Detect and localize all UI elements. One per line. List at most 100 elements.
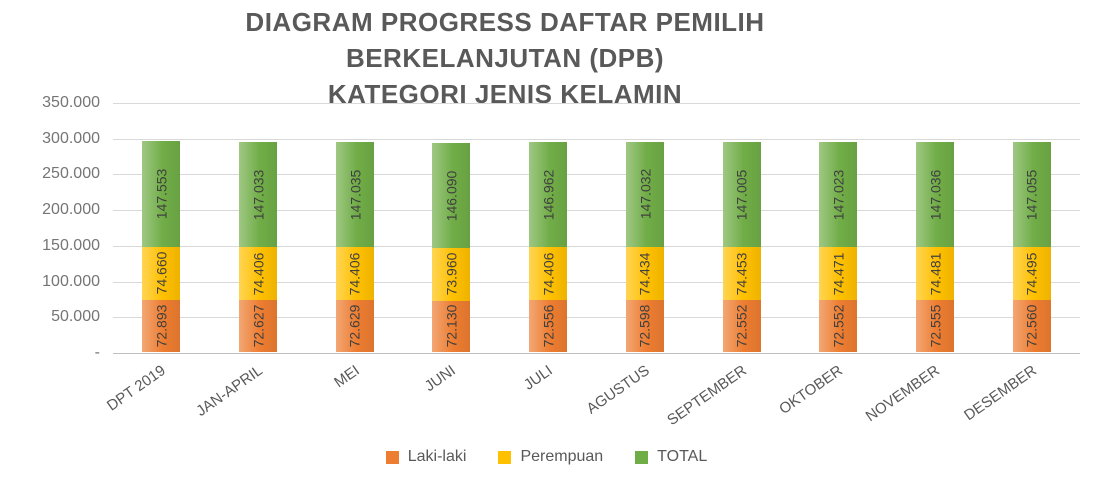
bar-value-label: 73.960 (443, 252, 460, 296)
bar-value-label: 147.553 (153, 168, 170, 220)
chart-title-line-1: DIAGRAM PROGRESS DAFTAR PEMILIH (245, 7, 765, 37)
bar-value-label: 74.471 (830, 252, 847, 296)
y-axis-tick-label: 300.000 (42, 129, 100, 147)
bar-segment-laki-laki: 72.556 (529, 300, 568, 352)
chart-title-line-3: KATEGORI JENIS KELAMIN (327, 79, 683, 109)
bar-segment-perempuan: 73.960 (432, 247, 471, 301)
bar-segment-perempuan: 74.406 (239, 247, 278, 301)
bar-value-label: 72.893 (153, 304, 170, 348)
bar-mei: 72.629 74.406 147.035 (335, 142, 374, 352)
bar-value-label: 72.598 (636, 304, 653, 348)
bar-segment-laki-laki: 72.552 (722, 300, 761, 352)
legend-swatch (498, 450, 512, 464)
legend: Laki-laki Perempuan TOTAL (0, 448, 1093, 466)
bar-juni: 72.130 73.960 146.090 (432, 143, 471, 352)
legend-label: Perempuan (520, 448, 604, 465)
y-axis-tick-label: 250.000 (42, 165, 100, 183)
bar-value-label: 147.023 (830, 169, 847, 220)
bar-value-label: 74.406 (250, 252, 267, 295)
bar-segment-laki-laki: 72.598 (625, 300, 664, 352)
bar-segment-perempuan: 74.481 (916, 247, 954, 301)
bar-segment-perempuan: 74.660 (142, 246, 181, 300)
chart-title: DIAGRAM PROGRESS DAFTAR PEMILIH BERKELAN… (0, 4, 1010, 112)
bar-segment-total: 147.032 (625, 141, 664, 247)
bar-value-label: 146.090 (443, 170, 460, 221)
legend-label: TOTAL (657, 448, 708, 465)
bar-value-label: 72.552 (733, 304, 750, 348)
gridline (113, 353, 1080, 354)
gridline (113, 281, 1080, 283)
bar-segment-laki-laki: 72.560 (1012, 300, 1051, 352)
y-axis-tick-label: 100.000 (42, 272, 100, 290)
bar-value-label: 74.481 (927, 252, 944, 296)
bar-segment-total: 147.553 (142, 141, 181, 247)
bar-value-label: 146.962 (540, 169, 557, 220)
legend-label: Laki-laki (407, 448, 467, 465)
bar-agustus: 72.598 74.434 147.032 (625, 141, 664, 352)
gridline (113, 103, 1080, 104)
bar-segment-perempuan: 74.406 (529, 247, 568, 301)
bar-segment-total: 146.962 (529, 142, 568, 248)
bar-value-label: 74.434 (636, 252, 653, 295)
bar-value-label: 72.560 (1023, 304, 1040, 348)
bar-value-label: 72.629 (346, 304, 363, 348)
legend-swatch (385, 450, 399, 464)
bar-segment-total: 147.055 (1012, 142, 1051, 248)
bar-value-label: 147.005 (733, 169, 750, 220)
legend-swatch (635, 450, 649, 464)
bar-segment-total: 147.005 (722, 142, 761, 248)
bar-jan-april: 72.627 74.406 147.033 (239, 142, 278, 352)
plot-area: 72.893 74.660 147.553 72.627 74.406 147.033 72… (113, 103, 1080, 354)
gridline (113, 210, 1080, 212)
y-axis-tick-label: 350.000 (42, 94, 100, 111)
y-axis-tick-label: 50.000 (51, 308, 100, 326)
bar-value-label: 147.032 (636, 169, 653, 220)
y-axis-tick-label: - (94, 344, 100, 361)
gridline (113, 174, 1080, 176)
bar-segment-perempuan: 74.453 (722, 247, 761, 301)
bar-value-label: 72.627 (250, 304, 267, 348)
legend-item: Perempuan (498, 448, 603, 466)
bar-value-label: 147.033 (250, 169, 267, 220)
bar-segment-laki-laki: 72.130 (432, 300, 471, 352)
bar-value-label: 147.036 (927, 169, 944, 220)
y-axis-tick-label: 150.000 (42, 236, 100, 254)
bar-segment-laki-laki: 72.893 (142, 299, 181, 352)
bar-dpt-2019: 72.893 74.660 147.553 (142, 141, 181, 352)
legend-item: Laki-laki (385, 448, 467, 466)
bar-value-label: 74.453 (733, 252, 750, 296)
bar-segment-laki-laki: 72.555 (916, 300, 954, 352)
bar-segment-total: 146.090 (432, 143, 471, 248)
gridline (113, 317, 1080, 319)
bar-segment-total: 147.023 (819, 142, 858, 248)
legend-item: TOTAL (635, 448, 707, 466)
bar-segment-laki-laki: 72.552 (819, 300, 858, 352)
bar-value-label: 74.406 (540, 252, 557, 296)
bar-september: 72.552 74.453 147.005 (722, 142, 761, 352)
bar-value-label: 72.555 (927, 304, 944, 348)
bar-segment-laki-laki: 72.629 (335, 300, 374, 352)
bar-oktober: 72.552 74.471 147.023 (819, 142, 858, 352)
gridline (113, 138, 1080, 140)
bar-value-label: 147.055 (1023, 169, 1040, 220)
bar-value-label: 72.552 (830, 304, 847, 348)
y-axis-tick-label: 200.000 (42, 201, 100, 219)
bar-value-label: 74.660 (153, 251, 170, 295)
bar-juli: 72.556 74.406 146.962 (529, 142, 568, 352)
chart-title-line-2: BERKELANJUTAN (DPB) (345, 43, 665, 73)
bar-value-label: 72.556 (540, 304, 557, 348)
bar-segment-perempuan: 74.471 (819, 247, 858, 301)
bar-segment-perempuan: 74.495 (1012, 247, 1051, 301)
gridline (113, 245, 1080, 247)
bar-value-label: 147.035 (346, 169, 363, 220)
bar-segment-total: 147.033 (239, 142, 278, 248)
bar-desember: 72.560 74.495 147.055 (1012, 142, 1051, 352)
bar-segment-total: 147.036 (916, 142, 954, 248)
bar-value-label: 74.406 (346, 252, 363, 295)
bar-value-label: 74.495 (1023, 252, 1040, 296)
bar-segment-perempuan: 74.406 (335, 247, 374, 301)
bar-segment-total: 147.035 (335, 142, 374, 248)
bar-value-label: 72.130 (443, 304, 460, 348)
bar-segment-laki-laki: 72.627 (239, 300, 278, 352)
